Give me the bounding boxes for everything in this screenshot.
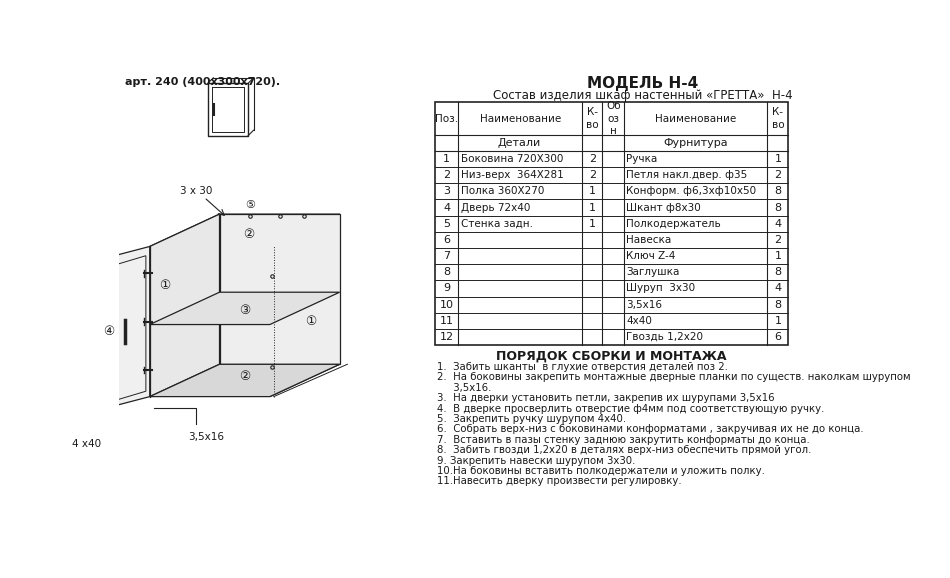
Text: 3 х 30: 3 х 30 — [180, 186, 213, 195]
Text: Шуруп  3х30: Шуруп 3х30 — [626, 283, 695, 294]
Text: 1: 1 — [589, 186, 596, 197]
Text: 9: 9 — [443, 283, 450, 294]
Bar — [435, 102, 788, 345]
Polygon shape — [150, 214, 219, 397]
Text: Наименование: Наименование — [480, 114, 560, 124]
Text: Дверь 72х40: Дверь 72х40 — [461, 202, 530, 213]
Text: ③: ③ — [239, 304, 250, 317]
Polygon shape — [270, 214, 340, 397]
Text: МОДЕЛЬ Н-4: МОДЕЛЬ Н-4 — [587, 76, 698, 91]
Text: К-
во: К- во — [586, 108, 598, 130]
Text: 1: 1 — [774, 316, 782, 326]
Text: 8: 8 — [774, 299, 782, 310]
Text: Полкодержатель: Полкодержатель — [626, 218, 721, 229]
Text: Наименование: Наименование — [656, 114, 736, 124]
Polygon shape — [150, 214, 340, 246]
Text: ①: ① — [160, 279, 171, 292]
Text: 2: 2 — [774, 171, 782, 180]
Text: 1: 1 — [589, 202, 596, 213]
Text: 10: 10 — [440, 299, 453, 310]
Text: 8: 8 — [774, 186, 782, 197]
Text: 4х40: 4х40 — [626, 316, 653, 326]
Text: 4 х40: 4 х40 — [72, 439, 102, 449]
Text: арт. 240 (400х300х720).: арт. 240 (400х300х720). — [125, 77, 280, 87]
Text: 1: 1 — [443, 154, 450, 164]
Text: 4: 4 — [774, 283, 782, 294]
Text: Гвоздь 1,2х20: Гвоздь 1,2х20 — [626, 332, 703, 342]
Text: 10.На боковины вставить полкодержатели и уложить полку.: 10.На боковины вставить полкодержатели и… — [437, 466, 765, 476]
Text: Состав изделия шкаф настенный «ГРЕТТА»  Н-4: Состав изделия шкаф настенный «ГРЕТТА» Н… — [493, 88, 792, 102]
Polygon shape — [219, 214, 340, 364]
Text: 9. Закрепить навески шурупом 3х30.: 9. Закрепить навески шурупом 3х30. — [437, 455, 636, 465]
Text: 3,5х16: 3,5х16 — [626, 299, 662, 310]
Text: 1: 1 — [774, 154, 782, 164]
Text: 8: 8 — [774, 267, 782, 277]
Polygon shape — [150, 292, 340, 324]
Text: 1.  Забить шканты  в глухие отверстия деталей поз 2.: 1. Забить шканты в глухие отверстия дета… — [437, 362, 728, 372]
Text: 2: 2 — [443, 171, 450, 180]
Text: 1: 1 — [774, 251, 782, 261]
Text: Полка 360Х270: Полка 360Х270 — [461, 186, 544, 197]
Text: 2: 2 — [774, 235, 782, 245]
Text: Ключ Z-4: Ключ Z-4 — [626, 251, 675, 261]
Text: Заглушка: Заглушка — [626, 267, 680, 277]
Text: Шкант ф8х30: Шкант ф8х30 — [626, 202, 701, 213]
Text: 6.  Собрать верх-низ с боковинами конформатами , закручивая их не до конца.: 6. Собрать верх-низ с боковинами конформ… — [437, 424, 864, 434]
Text: 6: 6 — [443, 235, 450, 245]
Text: 3,5х16: 3,5х16 — [188, 432, 224, 442]
Text: ②: ② — [239, 370, 250, 383]
Text: 4: 4 — [774, 218, 782, 229]
Polygon shape — [150, 364, 340, 397]
Text: 2.  На боковины закрепить монтажные дверные планки по существ. наколкам шурупом: 2. На боковины закрепить монтажные дверн… — [437, 372, 911, 383]
Text: Детали: Детали — [497, 138, 541, 148]
Text: 6: 6 — [774, 332, 782, 342]
Text: 5.  Закрепить ручку шурупом 4х40.: 5. Закрепить ручку шурупом 4х40. — [437, 414, 626, 424]
Text: 3: 3 — [443, 186, 450, 197]
Text: 4: 4 — [443, 202, 450, 213]
Text: ①: ① — [305, 315, 316, 328]
Text: ④: ④ — [104, 325, 115, 338]
Bar — [435, 102, 788, 345]
Text: 11.Навесить дверку произвести регулировку.: 11.Навесить дверку произвести регулировк… — [437, 476, 682, 486]
Text: ⑤: ⑤ — [245, 200, 256, 210]
Text: Ручка: Ручка — [626, 154, 657, 164]
Text: 2: 2 — [589, 154, 596, 164]
Text: К-
во: К- во — [771, 108, 784, 130]
Text: Фурнитура: Фурнитура — [663, 138, 728, 148]
Text: Боковина 720Х300: Боковина 720Х300 — [461, 154, 563, 164]
Text: Низ-верх  364Х281: Низ-верх 364Х281 — [461, 171, 563, 180]
Text: 7.  Вставить в пазы стенку заднюю закрутить конформаты до конца.: 7. Вставить в пазы стенку заднюю закрути… — [437, 435, 810, 444]
Polygon shape — [76, 246, 150, 416]
Text: 1: 1 — [589, 218, 596, 229]
Text: Петля накл.двер. ф35: Петля накл.двер. ф35 — [626, 171, 748, 180]
Text: ПОРЯДОК СБОРКИ И МОНТАЖА: ПОРЯДОК СБОРКИ И МОНТАЖА — [497, 350, 727, 362]
Text: 2: 2 — [589, 171, 596, 180]
Text: 7: 7 — [443, 251, 450, 261]
Text: Навеска: Навеска — [626, 235, 672, 245]
Text: Поз.: Поз. — [435, 114, 458, 124]
Text: 4.  В дверке просверлить отверстие ф4мм под соответствующую ручку.: 4. В дверке просверлить отверстие ф4мм п… — [437, 403, 825, 413]
Text: Стенка задн.: Стенка задн. — [461, 218, 533, 229]
Text: 5: 5 — [443, 218, 450, 229]
Text: 11: 11 — [440, 316, 453, 326]
Text: 8.  Забить гвозди 1,2х20 в деталях верх-низ обеспечить прямой угол.: 8. Забить гвозди 1,2х20 в деталях верх-н… — [437, 445, 811, 455]
Text: 3,5х16.: 3,5х16. — [437, 383, 492, 392]
Text: 12: 12 — [440, 332, 454, 342]
Text: Конформ. ф6,3хф10х50: Конформ. ф6,3хф10х50 — [626, 186, 756, 197]
Text: ②: ② — [243, 228, 255, 240]
Text: 8: 8 — [774, 202, 782, 213]
Text: 3.  На дверки установить петли, закрепив их шурупами 3,5х16: 3. На дверки установить петли, закрепив … — [437, 393, 775, 403]
Text: Об
оз
н: Об оз н — [606, 101, 620, 136]
Text: 8: 8 — [443, 267, 450, 277]
